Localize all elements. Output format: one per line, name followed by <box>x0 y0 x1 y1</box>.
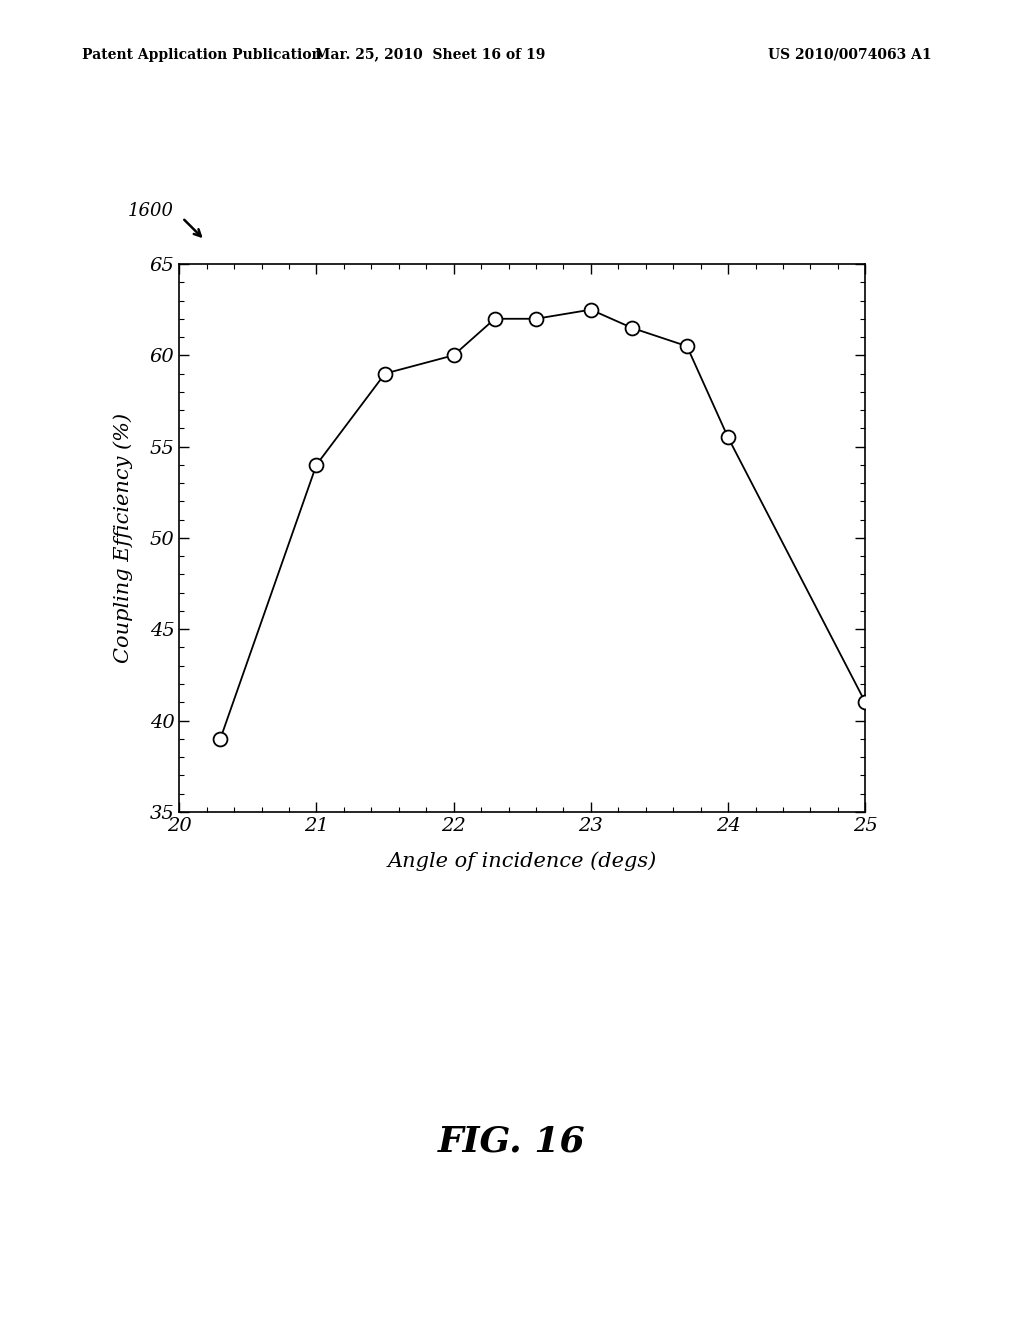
X-axis label: Angle of incidence (degs): Angle of incidence (degs) <box>388 851 656 871</box>
Text: US 2010/0074063 A1: US 2010/0074063 A1 <box>768 48 932 62</box>
Text: Mar. 25, 2010  Sheet 16 of 19: Mar. 25, 2010 Sheet 16 of 19 <box>315 48 545 62</box>
Text: 1600: 1600 <box>128 202 174 220</box>
Text: FIG. 16: FIG. 16 <box>438 1125 586 1159</box>
Y-axis label: Coupling Efficiency (%): Coupling Efficiency (%) <box>114 413 133 663</box>
Text: Patent Application Publication: Patent Application Publication <box>82 48 322 62</box>
